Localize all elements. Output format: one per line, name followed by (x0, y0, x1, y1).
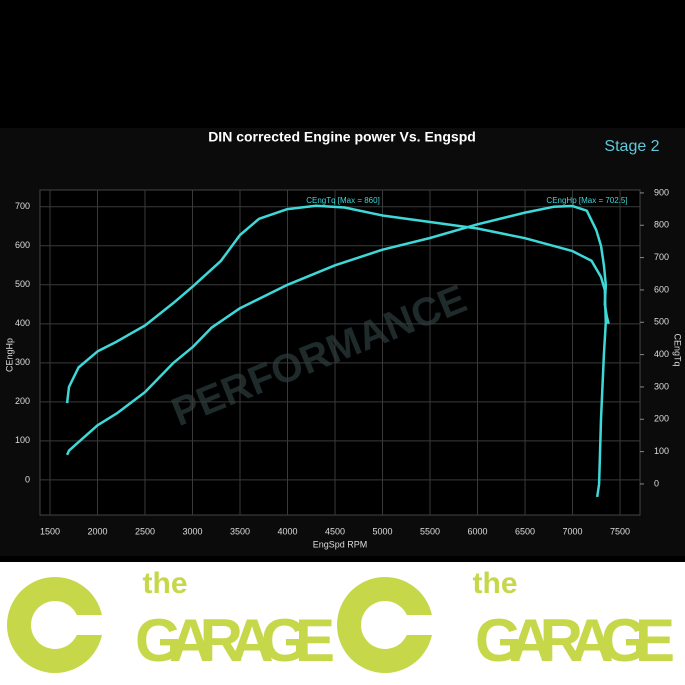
x-axis-label: EngSpd RPM (313, 539, 368, 549)
chart-title: DIN corrected Engine power Vs. Engspd (208, 129, 476, 145)
x-tick-label: 7500 (610, 526, 630, 536)
y2-tick-label: 200 (654, 414, 669, 424)
x-tick-label: 6500 (515, 526, 535, 536)
x-tick-label: 5000 (373, 526, 393, 536)
y2-tick-label: 700 (654, 252, 669, 262)
annotation: CEngHp [Max = 702.5] (546, 196, 627, 205)
x-tick-label: 4500 (325, 526, 345, 536)
x-tick-label: 1500 (40, 526, 60, 536)
y-tick-label: 600 (15, 240, 30, 250)
x-tick-label: 4000 (277, 526, 297, 536)
annotation: CEngTq [Max = 860] (306, 196, 380, 205)
logo-tagline: the (143, 567, 188, 600)
logo-mark (385, 615, 440, 635)
y-tick-label: 700 (15, 201, 30, 211)
series-line (65, 204, 608, 498)
x-tick-label: 3500 (230, 526, 250, 536)
logo: the GARAGE (7, 567, 335, 674)
x-tick-label: 6000 (468, 526, 488, 536)
x-tick-label: 2500 (135, 526, 155, 536)
logo: the GARAGE (337, 567, 675, 674)
series-line (65, 204, 610, 456)
x-tick-label: 2000 (87, 526, 107, 536)
y-tick-label: 100 (15, 435, 30, 445)
y2-axis-label: CEngTq (673, 333, 683, 366)
x-tick-label: 3000 (182, 526, 202, 536)
logo-brand: GARAGE (135, 607, 335, 674)
y2-tick-label: 400 (654, 349, 669, 359)
y-tick-label: 0 (25, 474, 30, 484)
y2-tick-label: 500 (654, 317, 669, 327)
y-tick-label: 500 (15, 279, 30, 289)
y-tick-label: 400 (15, 318, 30, 328)
y-tick-label: 200 (15, 396, 30, 406)
y-tick-label: 300 (15, 357, 30, 367)
y2-tick-label: 100 (654, 446, 669, 456)
y2-tick-label: 800 (654, 220, 669, 230)
badge: Stage 2 (604, 138, 659, 155)
x-tick-label: 5500 (420, 526, 440, 536)
y-axis-label: CEngHp (4, 338, 14, 372)
y2-tick-label: 900 (654, 187, 669, 197)
logo-mark (55, 615, 110, 635)
y2-tick-label: 600 (654, 284, 669, 294)
logo-tagline: the (473, 567, 518, 600)
y2-tick-label: 0 (654, 478, 659, 488)
x-tick-label: 7000 (563, 526, 583, 536)
plot-area (39, 189, 641, 516)
logo-brand: GARAGE (475, 607, 675, 674)
y2-tick-label: 300 (654, 381, 669, 391)
